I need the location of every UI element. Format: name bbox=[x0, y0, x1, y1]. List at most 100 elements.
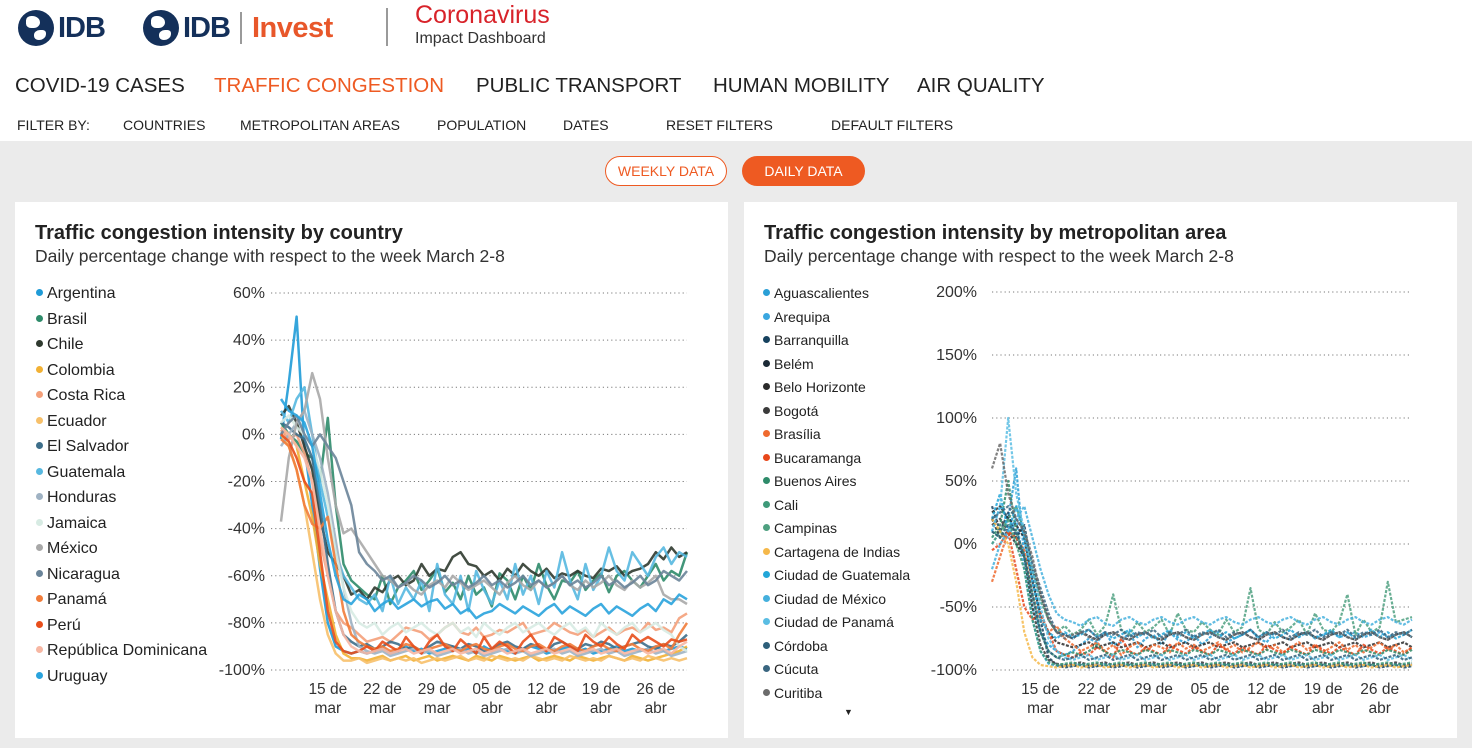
tab-human-mobility[interactable]: HUMAN MOBILITY bbox=[713, 74, 890, 97]
series-line[interactable] bbox=[280, 433, 688, 655]
legend-label: Cali bbox=[774, 496, 799, 513]
series-line[interactable] bbox=[279, 409, 688, 658]
series-line[interactable] bbox=[279, 371, 688, 606]
legend-item[interactable]: Aguascalientes bbox=[763, 285, 869, 301]
tab-traffic-congestion[interactable]: TRAFFIC CONGESTION bbox=[214, 74, 445, 97]
series-line[interactable] bbox=[279, 398, 688, 620]
series-line[interactable] bbox=[280, 421, 688, 653]
legend-marker bbox=[763, 359, 770, 367]
series-line[interactable] bbox=[280, 428, 688, 643]
legend-item[interactable]: Chile bbox=[36, 336, 83, 354]
legend-scroll-down-icon[interactable]: ▼ bbox=[844, 707, 853, 717]
legend-label: Belo Horizonte bbox=[774, 379, 866, 395]
legend-item[interactable]: Jamaica bbox=[36, 515, 107, 533]
series-line[interactable] bbox=[991, 524, 1413, 661]
legend-item[interactable]: Bucaramanga bbox=[763, 450, 861, 466]
series-line[interactable] bbox=[991, 505, 1413, 636]
legend-item[interactable]: Nicaragua bbox=[36, 566, 120, 584]
x-tick-label: 29 de bbox=[1134, 681, 1173, 698]
x-tick-label: 15 de bbox=[308, 681, 347, 698]
series-line[interactable] bbox=[991, 505, 1413, 640]
legend-item[interactable]: El Salvador bbox=[36, 438, 129, 456]
tab-covid-cases[interactable]: COVID-19 CASES bbox=[15, 74, 185, 97]
series-line[interactable] bbox=[280, 414, 688, 653]
legend-marker bbox=[36, 620, 43, 628]
legend-item[interactable]: Argentina bbox=[36, 285, 116, 303]
legend-item[interactable]: Ciudad de Guatemala bbox=[763, 567, 910, 583]
series-line[interactable] bbox=[990, 416, 1413, 661]
reset-filters-button[interactable]: RESET FILTERS bbox=[666, 117, 773, 133]
filter-population[interactable]: POPULATION bbox=[437, 117, 527, 133]
legend-item[interactable]: Córdoba bbox=[763, 638, 828, 654]
series-line[interactable] bbox=[990, 442, 1413, 641]
legend-item[interactable]: Honduras bbox=[36, 489, 116, 507]
legend-marker bbox=[36, 544, 43, 551]
legend-item[interactable]: Campinas bbox=[763, 520, 837, 536]
legend-label: Barranquilla bbox=[774, 332, 849, 348]
legend-item[interactable]: Ecuador bbox=[36, 413, 107, 431]
filter-metropolitan-areas[interactable]: METROPOLITAN AREAS bbox=[240, 117, 400, 133]
series-line[interactable] bbox=[991, 517, 1413, 667]
legend-item[interactable]: Perú bbox=[36, 617, 81, 635]
filter-countries[interactable]: COUNTRIES bbox=[123, 117, 206, 133]
default-filters-button[interactable]: DEFAULT FILTERS bbox=[831, 117, 954, 133]
legend-item[interactable]: Ciudad de México bbox=[763, 591, 886, 607]
y-tick-label: -50% bbox=[940, 599, 977, 616]
series-line[interactable] bbox=[990, 467, 1413, 656]
legend-item[interactable]: Panamá bbox=[36, 591, 107, 609]
legend-label: Honduras bbox=[47, 489, 117, 506]
x-tick-label: mar bbox=[424, 700, 451, 717]
weekly-data-button[interactable]: WEEKLY DATA bbox=[605, 156, 727, 186]
series-line[interactable] bbox=[991, 518, 1413, 669]
legend-item[interactable]: Curitiba bbox=[763, 685, 822, 701]
legend-item[interactable]: Arequipa bbox=[763, 309, 830, 325]
legend-item[interactable]: Brasília bbox=[763, 426, 821, 442]
legend-label: Colombia bbox=[47, 361, 115, 379]
legend-item[interactable]: Cartagena de Indias bbox=[763, 544, 900, 560]
idb-invest-logo[interactable]: IDB Invest bbox=[143, 10, 333, 46]
legend-marker bbox=[763, 524, 770, 531]
filter-dates[interactable]: DATES bbox=[563, 117, 609, 133]
legend-item[interactable]: Guatemala bbox=[36, 464, 125, 482]
legend-label: Argentina bbox=[47, 285, 116, 302]
series-line[interactable] bbox=[279, 386, 688, 613]
legend-item[interactable]: Buenos Aires bbox=[763, 473, 857, 489]
legend-marker bbox=[36, 493, 43, 500]
legend-item[interactable]: México bbox=[36, 540, 98, 558]
y-tick-label: 100% bbox=[936, 410, 977, 427]
legend-label: Brasil bbox=[47, 310, 88, 328]
legend-item[interactable]: Colombia bbox=[36, 362, 115, 380]
x-tick-label: mar bbox=[369, 700, 396, 717]
y-tick-label: 0% bbox=[242, 426, 265, 443]
legend-item[interactable]: Brasil bbox=[36, 311, 87, 329]
x-tick-label: mar bbox=[1140, 700, 1167, 717]
legend-marker bbox=[763, 383, 770, 390]
legend-item[interactable]: Uruguay bbox=[36, 668, 107, 686]
legend-item[interactable]: Bogotá bbox=[763, 403, 818, 419]
series-line[interactable] bbox=[991, 530, 1413, 659]
legend-item[interactable]: Belo Horizonte bbox=[763, 379, 866, 395]
legend-item[interactable]: Cali bbox=[763, 497, 798, 513]
legend-item[interactable]: Belém bbox=[763, 356, 814, 372]
series-line[interactable] bbox=[991, 479, 1413, 659]
country-chart-subtitle: Daily percentage change with respect to … bbox=[35, 246, 505, 266]
series-line[interactable] bbox=[990, 492, 1413, 640]
legend-item[interactable]: Costa Rica bbox=[36, 387, 125, 405]
x-tick-label: abr bbox=[645, 700, 667, 717]
legend-marker bbox=[763, 336, 770, 343]
legend-item[interactable]: Cúcuta bbox=[763, 661, 818, 677]
series-line[interactable] bbox=[991, 505, 1413, 649]
legend-item[interactable]: Ciudad de Panamá bbox=[763, 614, 894, 630]
series-line[interactable] bbox=[279, 414, 688, 589]
series-line[interactable] bbox=[990, 505, 1413, 627]
idb-logo[interactable]: IDB bbox=[18, 10, 106, 46]
legend-item[interactable]: República Dominicana bbox=[36, 642, 207, 660]
legend-item[interactable]: Barranquilla bbox=[763, 332, 849, 348]
legend-marker bbox=[763, 430, 770, 437]
series-line[interactable] bbox=[280, 426, 688, 655]
tab-air-quality[interactable]: AIR QUALITY bbox=[917, 74, 1045, 97]
daily-data-button[interactable]: DAILY DATA bbox=[742, 156, 865, 186]
series-line[interactable] bbox=[279, 433, 688, 665]
dashboard-brand-subtitle: Impact Dashboard bbox=[415, 30, 546, 47]
tab-public-transport[interactable]: PUBLIC TRANSPORT bbox=[476, 74, 682, 97]
